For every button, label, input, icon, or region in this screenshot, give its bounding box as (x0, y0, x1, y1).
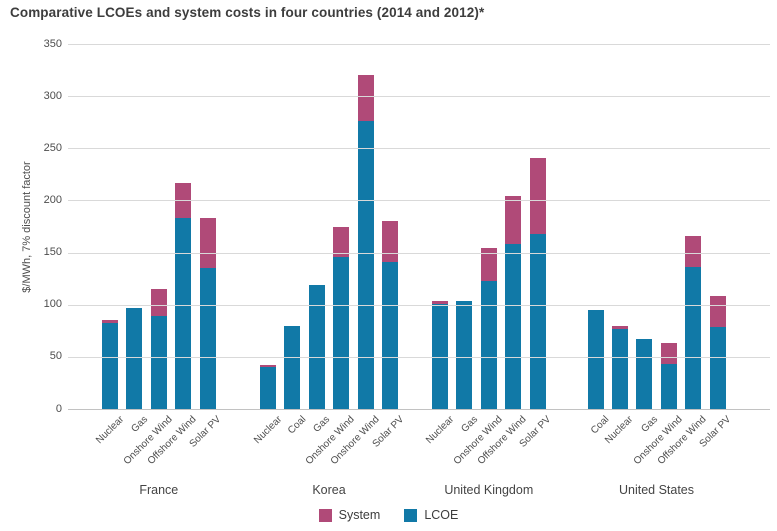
chart-title: Comparative LCOEs and system costs in fo… (10, 5, 485, 20)
gridline (68, 96, 770, 98)
bar-segment-lcoe (199, 268, 216, 409)
x-axis-line (68, 409, 770, 410)
bar-segment-lcoe (636, 339, 653, 409)
system-color-swatch (318, 508, 332, 522)
category-tick-label: Coal (285, 414, 309, 437)
y-tick-label: 50 (49, 350, 62, 363)
bar-segment-lcoe (685, 267, 702, 409)
bar-segment-lcoe (102, 323, 118, 409)
y-tick-label: 200 (43, 193, 62, 206)
gridline (68, 304, 770, 306)
legend-item-system: System (318, 508, 381, 522)
country-group-label: Korea (312, 483, 346, 497)
category-tick-label: Gas (459, 414, 481, 435)
y-tick-label: 300 (43, 89, 62, 102)
bar-segment-lcoe (529, 233, 546, 409)
bar-segment-lcoe (432, 303, 448, 409)
bar-segment-system (505, 196, 522, 245)
bar-segment-lcoe (587, 309, 604, 409)
bar-segment-system (685, 235, 702, 268)
bar-segment-lcoe (260, 367, 276, 409)
category-tick-label: Nuclear (251, 414, 284, 447)
bar-segment-system (150, 289, 167, 317)
bar-segment-lcoe (126, 307, 143, 409)
lcoe-color-swatch (404, 508, 418, 522)
bar-segment-lcoe (709, 326, 726, 409)
bar-segment-system (480, 248, 497, 281)
country-group-label: France (139, 483, 179, 497)
legend: System LCOE (0, 508, 777, 522)
category-tick-label: Nuclear (423, 414, 456, 447)
bar-segment-lcoe (284, 325, 301, 409)
gridline (68, 356, 770, 358)
bar-segment-lcoe (505, 244, 522, 409)
legend-label-lcoe: LCOE (424, 508, 459, 522)
gridline (68, 200, 770, 202)
bar-segment-system (175, 182, 192, 219)
y-tick-label: 350 (43, 37, 62, 50)
bar-segment-system (199, 218, 216, 269)
category-tick-label: Nuclear (93, 414, 126, 447)
bar-segment-system (357, 75, 374, 122)
bar-segment-system (611, 325, 628, 329)
category-tick-label: Gas (639, 414, 661, 435)
legend-label-system: System (338, 508, 381, 522)
bar-segment-lcoe (382, 261, 398, 409)
bar-segment-lcoe (611, 328, 628, 409)
bar-segment-lcoe (660, 364, 677, 409)
gridline (68, 148, 770, 150)
bar-segment-lcoe (480, 280, 497, 409)
bar-segment-system (382, 221, 398, 262)
country-group-label: United Kingdom (444, 483, 534, 497)
bar-segment-lcoe (456, 300, 473, 409)
bar-segment-lcoe (175, 218, 192, 409)
gridline (68, 44, 770, 45)
y-tick-label: 250 (43, 141, 62, 154)
bar-segment-lcoe (150, 316, 167, 409)
y-axis-label: $/MWh, 7% discount factor (21, 161, 33, 293)
bar-segment-system (709, 296, 726, 327)
bar-segment-system (660, 343, 677, 365)
y-tick-label: 150 (43, 246, 62, 259)
bar-segment-system (529, 157, 546, 234)
bar-segment-system (333, 226, 350, 257)
gridline (68, 252, 770, 254)
bar-segment-system (102, 320, 118, 324)
y-tick-label: 100 (43, 298, 62, 311)
bar-segment-lcoe (357, 121, 374, 409)
y-tick-label: 0 (55, 402, 62, 415)
bar-segment-system (432, 300, 448, 304)
category-tick-label: Gas (129, 414, 151, 435)
bar-segment-system (260, 365, 276, 368)
bar-segment-lcoe (333, 256, 350, 409)
bar-segment-lcoe (308, 284, 325, 409)
legend-item-lcoe: LCOE (404, 508, 458, 522)
country-group-label: United States (618, 483, 695, 497)
